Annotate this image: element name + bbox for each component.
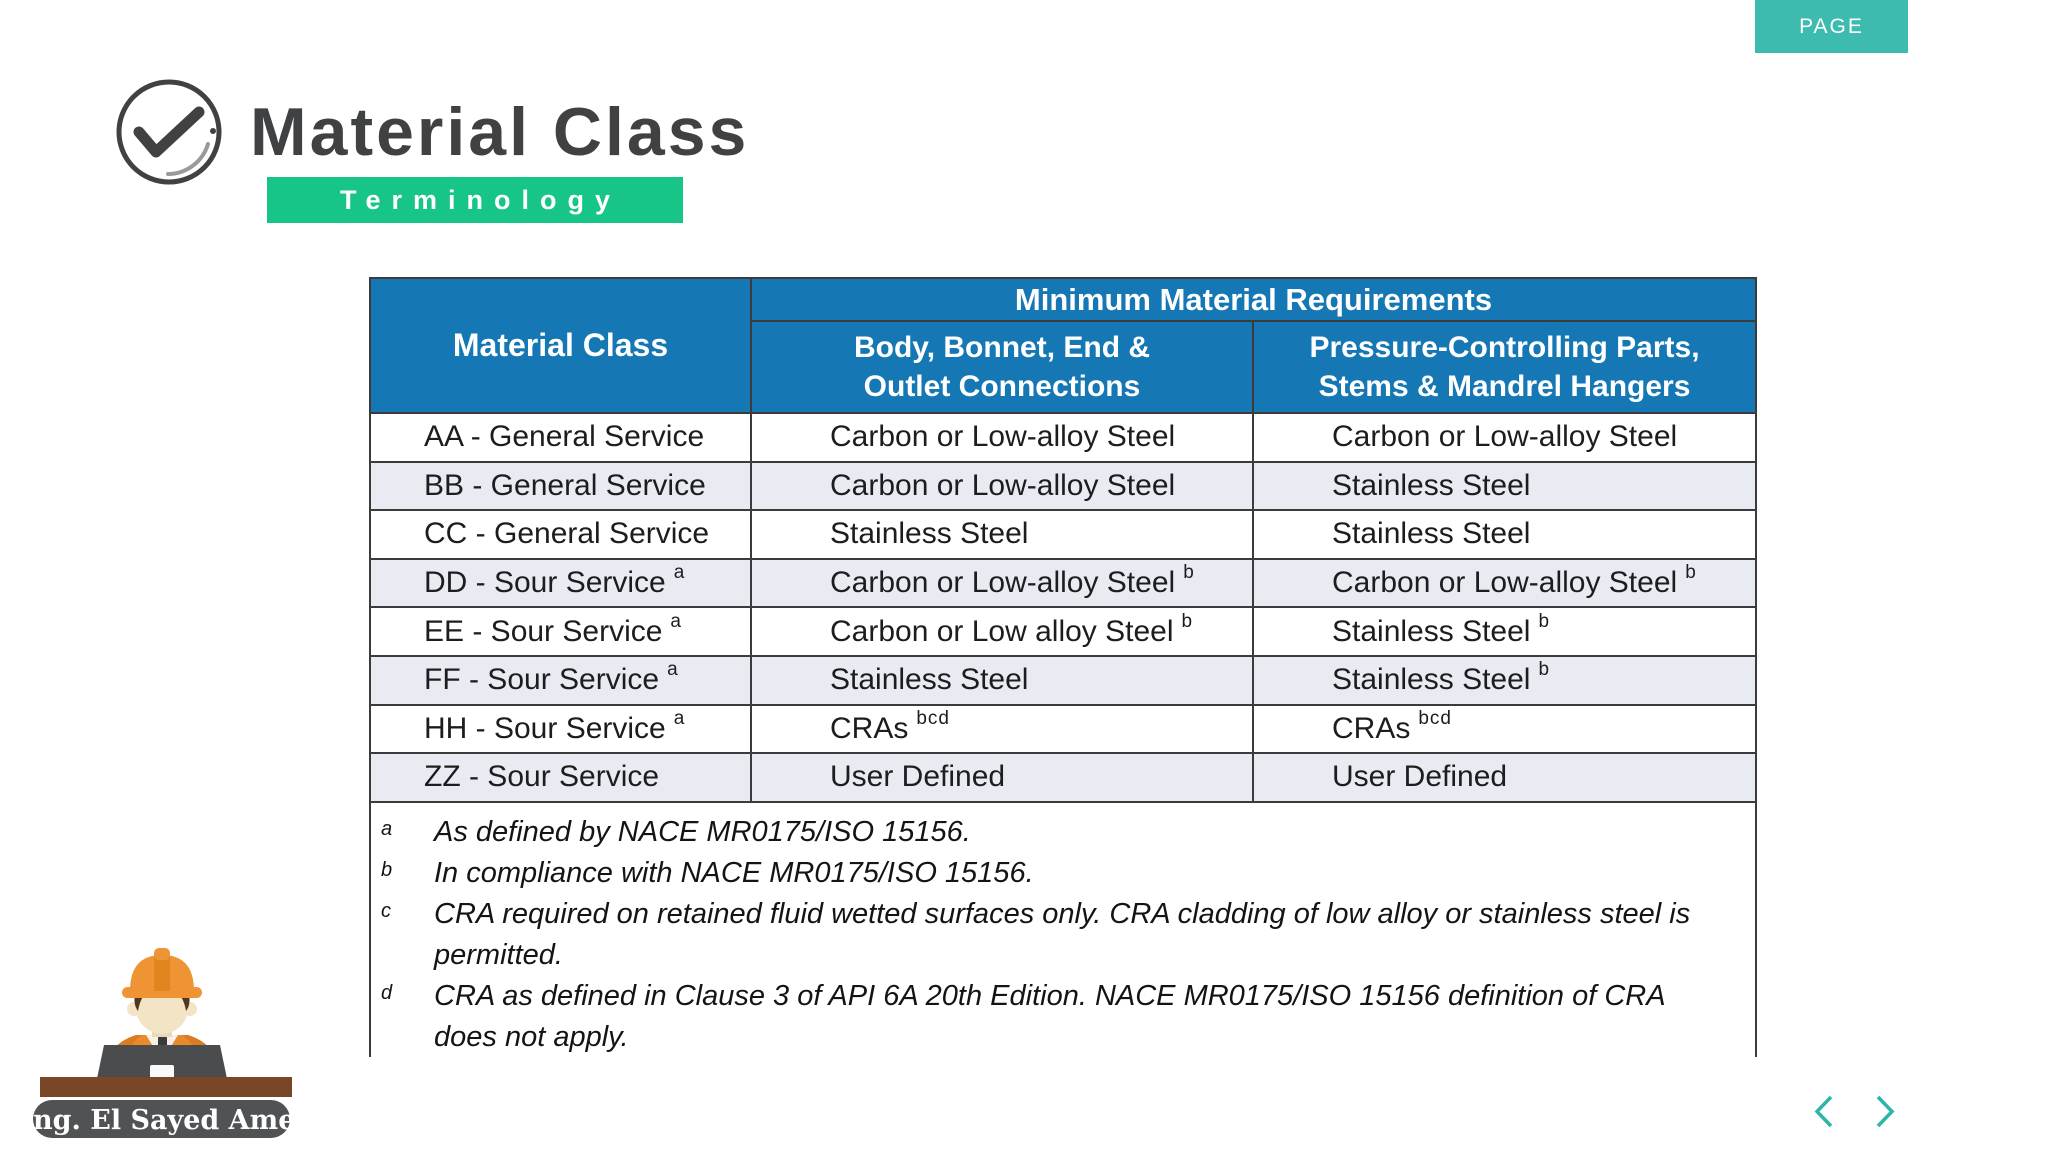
footnote-ref: b	[1183, 562, 1195, 584]
table-cell-body: CRAs bcd	[752, 705, 1254, 755]
cell-text: DD - Sour Service	[424, 566, 666, 600]
footnote-ref: a	[673, 562, 686, 584]
footnote-marker: a	[381, 817, 393, 840]
table-cell-class: EE - Sour Service a	[371, 608, 752, 657]
table-cell-body: Stainless Steel	[752, 656, 1254, 706]
footnote: d CRA as defined in Clause 3 of API 6A 2…	[379, 976, 1727, 1058]
cell-text: Carbon or Low-alloy Steel	[830, 420, 1176, 454]
footnote-text: CRA required on retained fluid wetted su…	[434, 897, 1691, 971]
cell-text: HH - Sour Service	[424, 711, 666, 745]
footnote-ref: b	[1685, 562, 1697, 584]
footnote-ref: b	[1538, 659, 1551, 681]
table-cell-parts: Carbon or Low-alloy Steel b	[1254, 559, 1755, 609]
column-header-min-requirements: Minimum Material Requirements	[752, 279, 1755, 322]
page-title: Material Class	[250, 94, 750, 170]
footnote-ref: bcd	[1418, 707, 1452, 729]
table-cell-body: Stainless Steel	[752, 511, 1254, 560]
table-footnotes: a As defined by NACE MR0175/ISO 15156. b…	[371, 802, 1755, 1058]
engineer-illustration: Eng. El Sayed Amer	[30, 948, 295, 1138]
tagline-banner: Terminology	[267, 177, 683, 223]
column-header-body-line2: Outlet Connections	[863, 370, 1141, 403]
table-cell-body: Carbon or Low-alloy Steel	[752, 414, 1254, 463]
material-class-table: Material Class Minimum Material Requirem…	[369, 277, 1757, 1058]
page-badge: PAGE	[1755, 0, 1908, 53]
author-name: Eng. El Sayed Amer	[30, 1105, 295, 1136]
column-header-body: Body, Bonnet, End & Outlet Connections	[752, 322, 1254, 414]
cell-text: FF - Sour Service	[424, 663, 660, 697]
cell-text: CRAs	[1332, 711, 1411, 745]
footnote: a As defined by NACE MR0175/ISO 15156.	[379, 812, 1727, 853]
table-cell-parts: Stainless Steel b	[1254, 656, 1755, 706]
table-cell-body: Carbon or Low alloy Steel b	[752, 608, 1254, 657]
table-cell-parts: CRAs bcd	[1254, 705, 1755, 755]
column-header-material-class: Material Class	[371, 279, 752, 414]
cell-text: CC - General Service	[424, 517, 710, 551]
footnote-text: CRA as defined in Clause 3 of API 6A 20t…	[434, 979, 1665, 1053]
table-cell-class: CC - General Service	[371, 511, 752, 560]
prev-slide-button[interactable]	[1814, 1095, 1833, 1128]
footnote-ref: b	[1538, 610, 1551, 632]
cell-text: Stainless Steel	[1332, 468, 1531, 502]
table-cell-parts: Stainless Steel	[1254, 462, 1755, 512]
footnote-text: As defined by NACE MR0175/ISO 15156.	[434, 815, 971, 848]
table-cell-parts: Stainless Steel	[1254, 511, 1755, 560]
column-header-parts: Pressure-Controlling Parts, Stems & Mand…	[1254, 322, 1755, 414]
cell-text: User Defined	[1332, 760, 1508, 794]
table-cell-class: FF - Sour Service a	[371, 656, 752, 706]
cell-text: ZZ - Sour Service	[424, 760, 660, 794]
cell-text: Stainless Steel	[1332, 517, 1531, 551]
column-header-body-line1: Body, Bonnet, End &	[853, 331, 1151, 364]
table-cell-parts: Stainless Steel b	[1254, 608, 1755, 657]
table-cell-parts: User Defined	[1254, 754, 1755, 803]
cell-text: Carbon or Low alloy Steel	[830, 614, 1174, 648]
footnote-marker: b	[381, 858, 393, 881]
footnote-ref: b	[1181, 610, 1194, 632]
column-header-parts-line2: Stems & Mandrel Hangers	[1318, 370, 1691, 403]
next-slide-button[interactable]	[1876, 1095, 1895, 1128]
checkmark-circle-icon	[116, 79, 222, 185]
table-cell-body: Carbon or Low-alloy Steel b	[752, 559, 1254, 609]
cell-text: Stainless Steel	[830, 517, 1029, 551]
cell-text: EE - Sour Service	[424, 614, 663, 648]
table-cell-class: BB - General Service	[371, 462, 752, 512]
footnote-marker: d	[381, 981, 393, 1004]
cell-text: BB - General Service	[424, 468, 706, 502]
table-cell-class: ZZ - Sour Service	[371, 754, 752, 803]
cell-text: Stainless Steel	[830, 663, 1029, 697]
desk	[40, 1077, 292, 1097]
slide-navigation	[1814, 1095, 1895, 1128]
footnote: c CRA required on retained fluid wetted …	[379, 894, 1727, 976]
footnote: b In compliance with NACE MR0175/ISO 151…	[379, 853, 1727, 894]
cell-text: Carbon or Low-alloy Steel	[1332, 566, 1678, 600]
author-badge	[33, 1100, 290, 1138]
cell-text: Carbon or Low-alloy Steel	[830, 468, 1176, 502]
cell-text: Stainless Steel	[1332, 614, 1531, 648]
cell-text: User Defined	[830, 760, 1006, 794]
table-cell-body: Carbon or Low-alloy Steel	[752, 462, 1254, 512]
table-cell-class: HH - Sour Service a	[371, 705, 752, 755]
footnote-text: In compliance with NACE MR0175/ISO 15156…	[434, 856, 1034, 889]
table-cell-parts: Carbon or Low-alloy Steel	[1254, 414, 1755, 463]
footnote-ref: a	[673, 707, 686, 729]
footnote-marker: c	[381, 899, 391, 922]
table-cell-class: AA - General Service	[371, 414, 752, 463]
cell-text: Carbon or Low-alloy Steel	[1332, 420, 1678, 454]
footnote-ref: a	[670, 610, 682, 632]
column-header-parts-line1: Pressure-Controlling Parts,	[1309, 331, 1700, 364]
footnote-ref: a	[667, 659, 679, 681]
cell-text: Stainless Steel	[1332, 663, 1531, 697]
cell-text: AA - General Service	[424, 420, 705, 454]
footnote-ref: bcd	[916, 707, 950, 729]
table-cell-body: User Defined	[752, 754, 1254, 803]
table-cell-class: DD - Sour Service a	[371, 559, 752, 609]
cell-text: CRAs	[830, 711, 909, 745]
cell-text: Carbon or Low-alloy Steel	[830, 566, 1176, 600]
